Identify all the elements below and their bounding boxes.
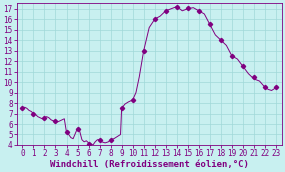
X-axis label: Windchill (Refroidissement éolien,°C): Windchill (Refroidissement éolien,°C) [50, 159, 249, 169]
